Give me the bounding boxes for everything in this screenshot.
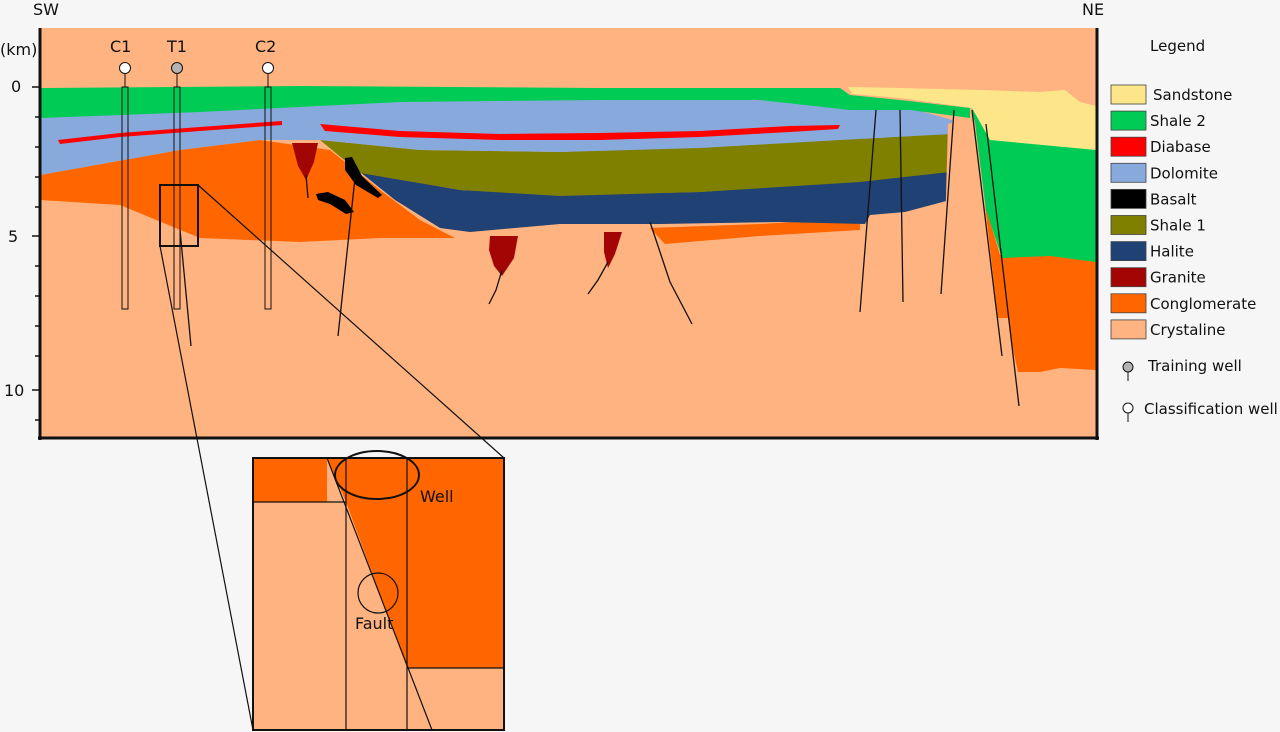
depth-axis (32, 86, 40, 421)
unit-granite-central (489, 236, 518, 276)
depth-tick-label: 10 (4, 381, 24, 400)
legend-swatch (1110, 319, 1147, 340)
unit-diabase-sill-west (58, 121, 282, 144)
cross-section (40, 28, 1097, 438)
section-frame (38, 28, 1099, 440)
legend-label: Basalt (1150, 190, 1197, 208)
well-c2: C2 (255, 37, 276, 310)
classification-well-icon (119, 62, 131, 74)
fault-highlight-circle (357, 572, 399, 614)
legend-title: Legend (1150, 37, 1205, 55)
legend-swatch (1110, 188, 1147, 209)
legend-item-shale-2: Shale 2 (1110, 110, 1206, 131)
classification-well-icon (1122, 402, 1134, 414)
orientation-right-label: NE (1082, 0, 1104, 19)
legend-training-well: Training well (1122, 357, 1242, 381)
legend-label: Halite (1150, 243, 1194, 261)
zoom-connector (197, 184, 505, 459)
fault (587, 261, 609, 295)
unit-granite-east (604, 232, 622, 268)
legend-label: Conglomerate (1150, 295, 1256, 313)
fault (940, 109, 955, 295)
unit-basalt-upper (345, 157, 382, 198)
fault (337, 177, 356, 337)
unit-shale-2-west (40, 86, 970, 118)
inset-fault-label: Fault (355, 614, 393, 633)
legend-swatch (1110, 136, 1147, 157)
legend-swatch (1110, 162, 1147, 183)
well-c1: C1 (110, 37, 131, 310)
legend-label: Sandstone (1153, 86, 1232, 104)
orientation-left-label: SW (33, 0, 59, 19)
legend: Legend Sandstone Shale 2 Diabase Dolomite Ba… (1110, 37, 1278, 422)
unit-shale-1 (320, 130, 950, 196)
well-highlight-ellipse (334, 450, 420, 500)
zoom-connector (159, 245, 254, 731)
training-well-icon (171, 62, 183, 74)
unit-basalt-lower (316, 192, 354, 214)
legend-item-crystaline: Crystaline (1110, 319, 1225, 340)
training-well-icon (1122, 361, 1134, 373)
classification-well-icon (262, 62, 274, 74)
legend-swatch (1110, 110, 1147, 131)
well-label: C2 (255, 37, 276, 56)
legend-label: Crystaline (1150, 321, 1225, 339)
well-label: C1 (110, 37, 131, 56)
well-label: T1 (166, 37, 187, 56)
legend-item-shale-1: Shale 1 (1110, 215, 1206, 235)
zoom-box (159, 184, 199, 247)
legend-classification-well: Classification well (1122, 400, 1278, 422)
unit-granite-west (292, 143, 318, 180)
unit-diabase-sill-central (320, 124, 840, 140)
depth-tick-label: 5 (8, 227, 18, 246)
legend-item-halite: Halite (1110, 241, 1194, 262)
legend-item-granite: Granite (1110, 267, 1206, 288)
legend-swatch (1110, 215, 1147, 235)
legend-item-sandstone: Sandstone (1110, 84, 1232, 105)
fault (971, 109, 1003, 357)
legend-item-conglomerate: Conglomerate (1110, 293, 1256, 314)
fault (179, 229, 192, 347)
fault (305, 174, 309, 199)
legend-swatch (1110, 84, 1147, 105)
fault-lines (179, 109, 1020, 407)
unit-conglomerate-central (650, 218, 860, 244)
fault (859, 109, 877, 313)
fault (985, 123, 1020, 407)
legend-item-basalt: Basalt (1110, 188, 1197, 209)
legend-label: Dolomite (1150, 164, 1218, 182)
legend-swatch (1110, 293, 1147, 314)
legend-item-diabase: Diabase (1110, 136, 1211, 157)
fault (899, 109, 904, 303)
unit-conglomerate-east (985, 205, 1096, 372)
fault (649, 221, 693, 325)
inset-well-label: Well (420, 487, 454, 506)
fault (488, 269, 503, 305)
legend-symbol-label: Classification well (1144, 400, 1278, 418)
legend-label: Diabase (1150, 138, 1211, 156)
legend-label: Shale 1 (1150, 217, 1206, 235)
legend-item-dolomite: Dolomite (1110, 162, 1218, 183)
depth-unit-label: (km) (0, 40, 37, 59)
legend-label: Shale 2 (1150, 112, 1206, 130)
depth-tick-label: 0 (11, 77, 21, 96)
legend-symbol-label: Training well (1147, 357, 1242, 375)
inset-detail: Well Fault (252, 450, 505, 731)
unit-sandstone (848, 87, 1096, 150)
legend-swatch (1110, 241, 1147, 262)
legend-swatch (1110, 267, 1147, 288)
well-t1: T1 (166, 37, 187, 310)
legend-label: Granite (1150, 269, 1206, 287)
